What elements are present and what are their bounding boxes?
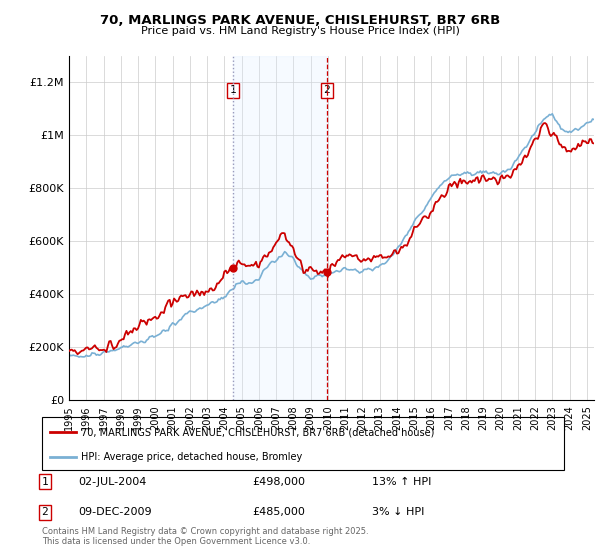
Text: £485,000: £485,000 (252, 507, 305, 517)
Bar (233, 56, 327, 400)
Text: 1: 1 (41, 477, 49, 487)
Text: £498,000: £498,000 (252, 477, 305, 487)
Text: 02-JUL-2004: 02-JUL-2004 (78, 477, 146, 487)
Text: 2: 2 (41, 507, 49, 517)
Text: 1: 1 (230, 86, 236, 95)
Text: 13% ↑ HPI: 13% ↑ HPI (372, 477, 431, 487)
Text: 09-DEC-2009: 09-DEC-2009 (78, 507, 152, 517)
Text: 2: 2 (323, 86, 330, 95)
Text: 3% ↓ HPI: 3% ↓ HPI (372, 507, 424, 517)
Text: Contains HM Land Registry data © Crown copyright and database right 2025.
This d: Contains HM Land Registry data © Crown c… (42, 526, 368, 546)
Text: 70, MARLINGS PARK AVENUE, CHISLEHURST, BR7 6RB (detached house): 70, MARLINGS PARK AVENUE, CHISLEHURST, B… (81, 427, 434, 437)
Text: 70, MARLINGS PARK AVENUE, CHISLEHURST, BR7 6RB: 70, MARLINGS PARK AVENUE, CHISLEHURST, B… (100, 14, 500, 27)
Text: HPI: Average price, detached house, Bromley: HPI: Average price, detached house, Brom… (81, 452, 302, 462)
Text: Price paid vs. HM Land Registry's House Price Index (HPI): Price paid vs. HM Land Registry's House … (140, 26, 460, 36)
